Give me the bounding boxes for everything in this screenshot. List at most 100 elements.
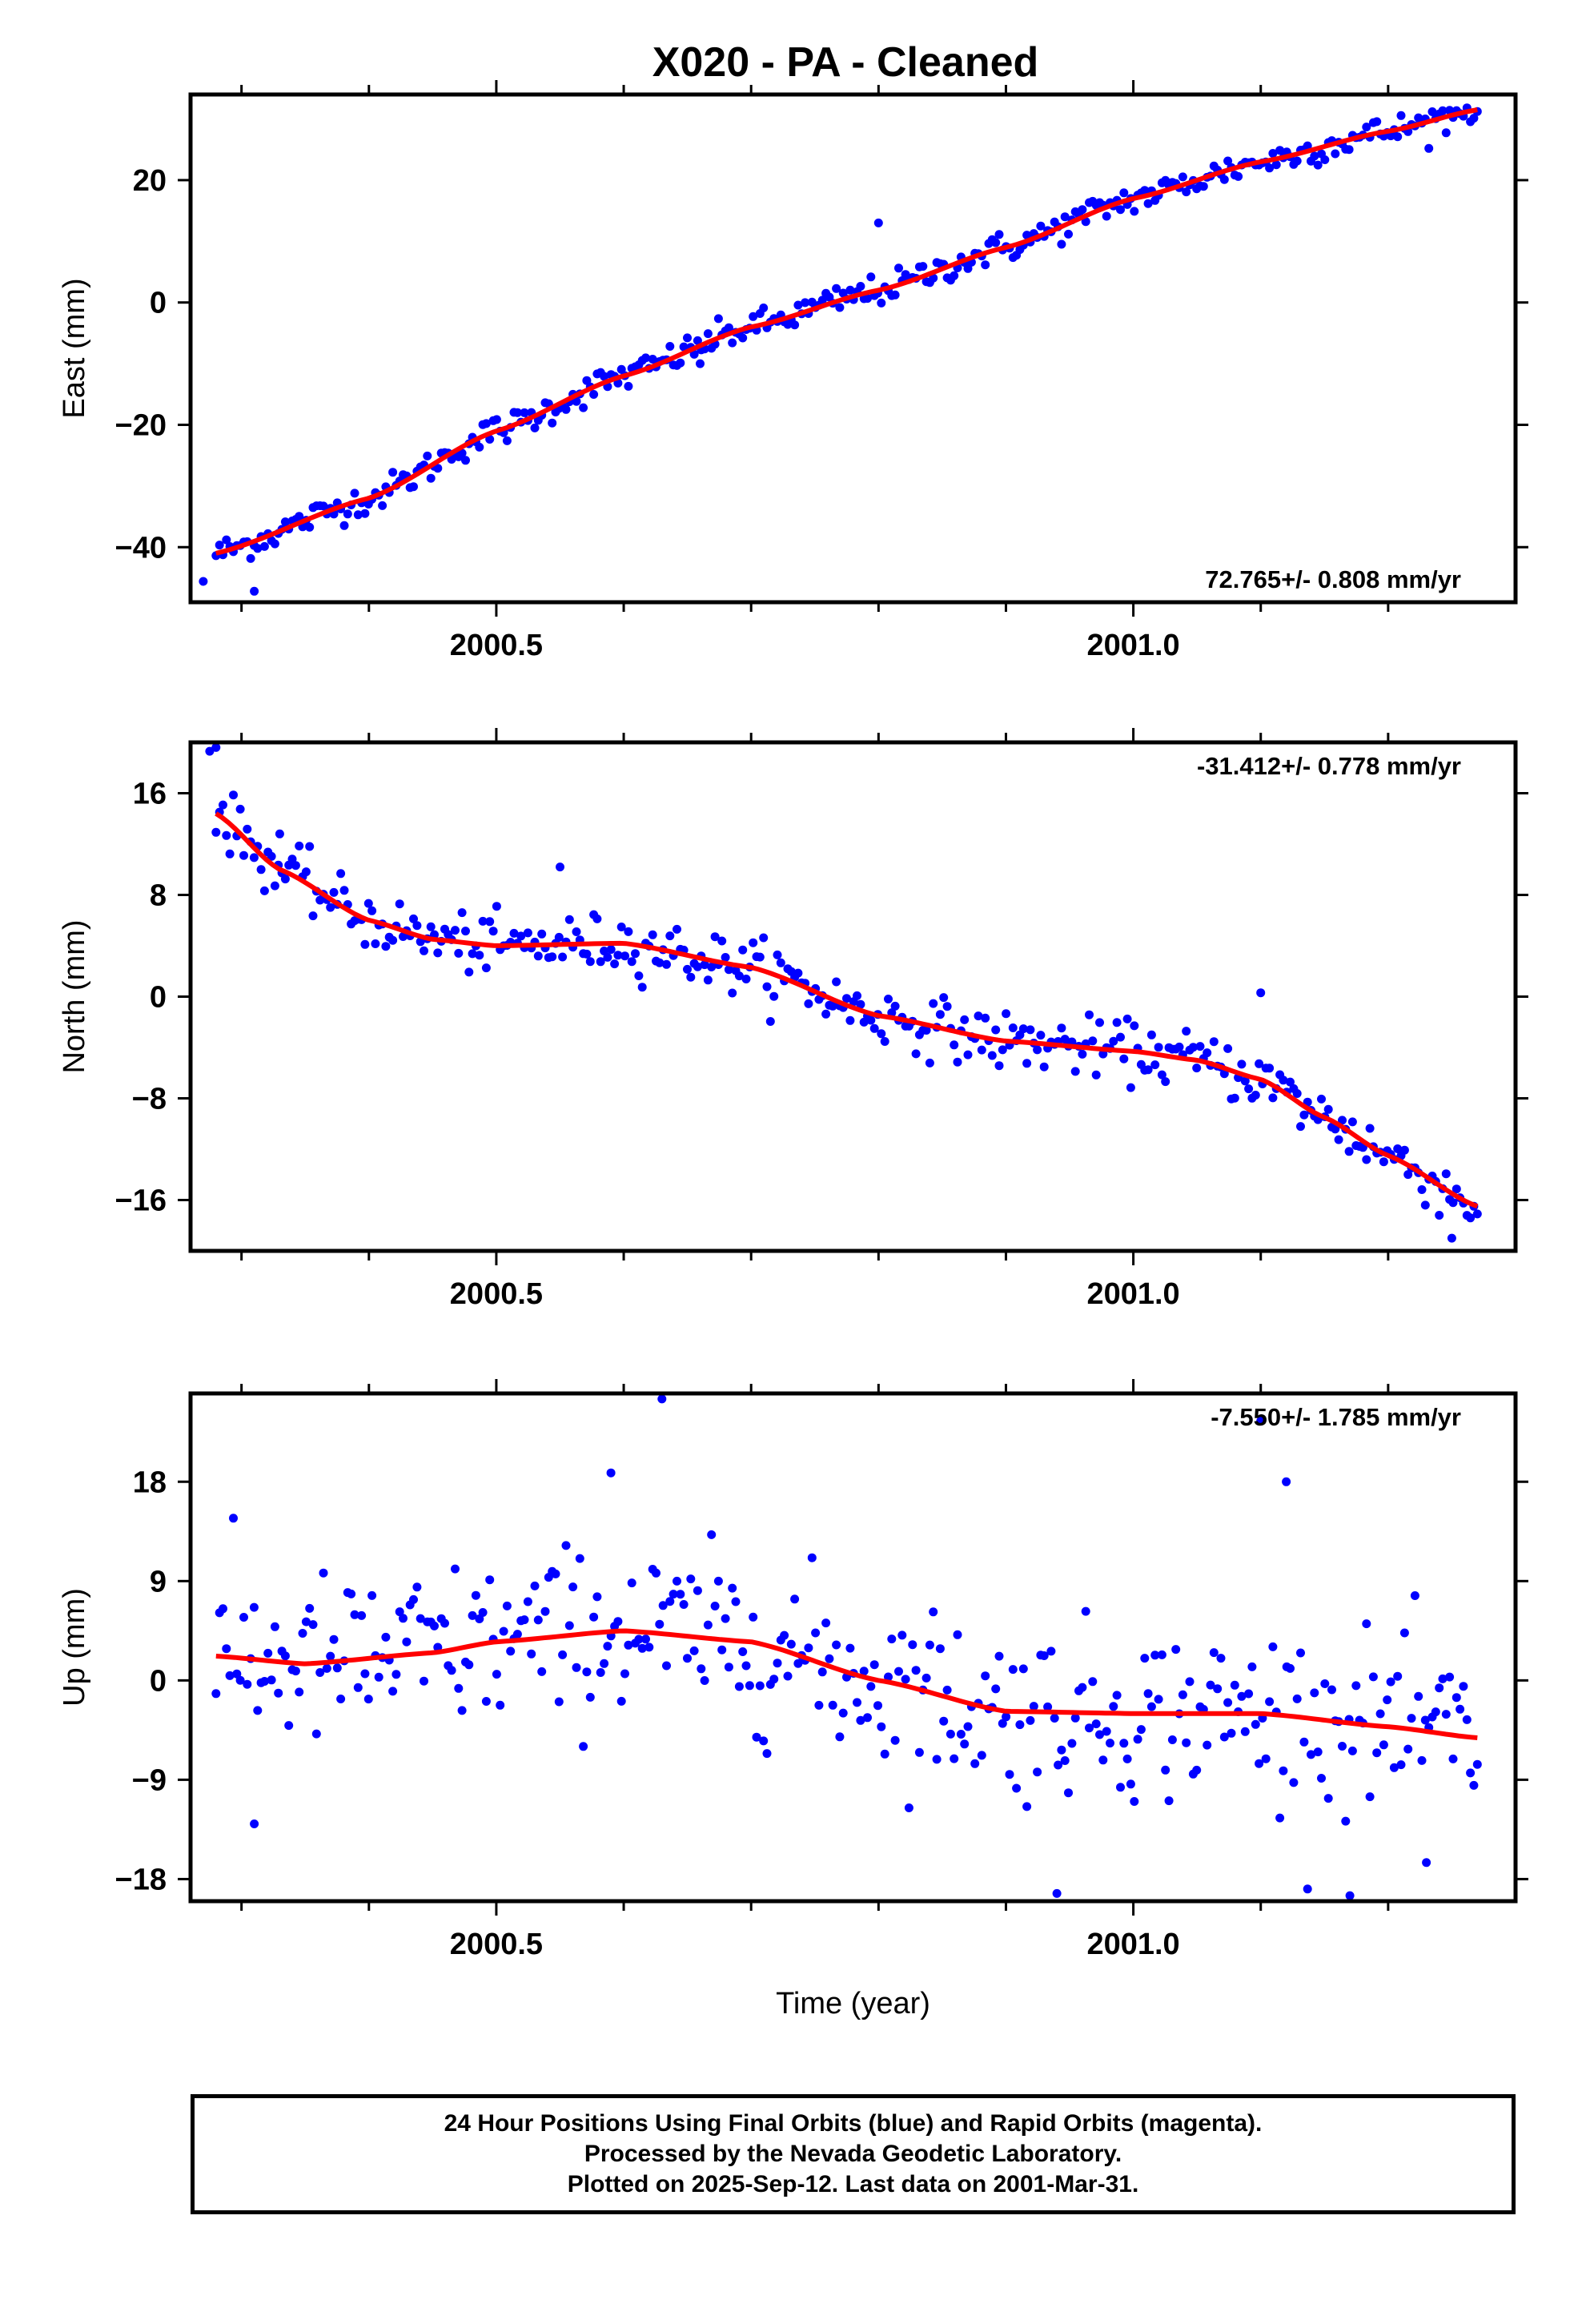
- data-point: [689, 1646, 699, 1655]
- data-point: [1396, 111, 1406, 120]
- data-point: [960, 1015, 970, 1024]
- data-point: [1167, 1735, 1177, 1744]
- chart-title: X020 - PA - Cleaned: [652, 39, 1039, 86]
- data-point: [1102, 211, 1111, 221]
- data-point: [1230, 1093, 1239, 1103]
- data-point: [1192, 1765, 1202, 1775]
- data-point: [350, 489, 359, 498]
- data-point: [1472, 1759, 1482, 1769]
- data-point: [461, 456, 470, 465]
- data-point: [1060, 1035, 1070, 1044]
- data-point: [1154, 1695, 1163, 1704]
- data-point: [1441, 1710, 1451, 1719]
- plot-frame: [188, 1391, 1518, 1904]
- data-point: [644, 1642, 654, 1652]
- data-point: [657, 1394, 667, 1404]
- data-point: [1347, 1117, 1357, 1127]
- data-point: [1292, 1089, 1302, 1098]
- fit-line: [215, 1628, 1478, 1740]
- data-point: [683, 964, 692, 974]
- data-point: [1081, 217, 1090, 227]
- data-point: [683, 333, 692, 343]
- data-point: [280, 875, 290, 884]
- data-point: [1237, 1059, 1247, 1069]
- data-point: [1146, 1030, 1156, 1039]
- data-point: [991, 1025, 1001, 1035]
- data-point: [641, 1634, 650, 1644]
- data-point: [243, 824, 252, 834]
- data-point: [1136, 1725, 1146, 1735]
- data-point: [1251, 1719, 1260, 1729]
- data-point: [918, 262, 928, 271]
- data-point: [246, 553, 255, 563]
- data-point: [464, 967, 474, 977]
- data-point: [558, 1650, 568, 1659]
- data-point: [1182, 187, 1191, 197]
- panel-2: 2000.5 2001.0 16 8 0 −8 −16 North (mm) -31.412+/…: [58, 728, 1528, 1311]
- data-point: [1445, 106, 1455, 115]
- data-point: [1396, 1760, 1406, 1770]
- data-point: [253, 544, 263, 553]
- data-point: [496, 1700, 505, 1710]
- data-point: [734, 971, 744, 981]
- data-point: [703, 975, 713, 985]
- data-point: [1310, 1688, 1319, 1698]
- data-point: [1116, 205, 1125, 215]
- data-point: [724, 965, 733, 975]
- data-point: [1261, 1754, 1271, 1763]
- data-point: [1026, 1025, 1035, 1035]
- data-point: [606, 1468, 616, 1478]
- data-point: [929, 1607, 938, 1617]
- data-point: [1299, 1110, 1309, 1120]
- data-point: [1365, 1792, 1375, 1802]
- data-point: [295, 841, 304, 850]
- data-point: [832, 283, 841, 293]
- data-point: [315, 1668, 325, 1677]
- data-point: [388, 1687, 398, 1696]
- data-point: [1265, 1697, 1275, 1707]
- x-tick-label: 2001.0: [1086, 1277, 1179, 1311]
- data-point: [423, 451, 432, 460]
- data-point: [856, 1715, 865, 1725]
- data-point: [381, 1632, 391, 1642]
- data-point: [755, 952, 765, 962]
- data-point: [1268, 1642, 1278, 1651]
- data-point: [863, 1713, 872, 1723]
- data-point: [319, 501, 328, 511]
- data-point: [828, 1700, 837, 1710]
- data-point: [267, 851, 276, 861]
- data-point: [1410, 1591, 1419, 1600]
- data-point: [832, 1640, 841, 1650]
- data-point: [1320, 1679, 1330, 1688]
- data-point: [1052, 1888, 1062, 1898]
- data-point: [1122, 1014, 1132, 1023]
- data-point: [1393, 1671, 1403, 1681]
- data-point: [485, 435, 495, 444]
- data-point: [589, 390, 599, 399]
- data-point: [835, 303, 845, 312]
- data-point: [790, 320, 800, 330]
- data-point: [402, 1637, 412, 1647]
- y-tick-label: 0: [150, 287, 167, 320]
- data-point: [873, 1701, 882, 1711]
- data-point: [707, 963, 717, 971]
- data-point: [1331, 149, 1340, 159]
- data-point: [582, 1667, 592, 1677]
- data-point: [817, 1667, 827, 1677]
- data-point: [433, 948, 443, 958]
- data-point: [360, 509, 370, 518]
- data-point: [199, 577, 208, 586]
- data-point: [1078, 1683, 1087, 1692]
- data-point: [1255, 1759, 1264, 1768]
- data-point: [738, 945, 748, 955]
- data-point: [1060, 212, 1070, 222]
- data-point: [492, 415, 501, 424]
- data-point: [420, 1676, 428, 1686]
- data-point: [378, 501, 387, 510]
- data-point: [412, 1582, 422, 1592]
- data-point: [724, 323, 733, 332]
- data-point: [603, 952, 612, 962]
- data-point: [853, 1698, 861, 1707]
- data-point: [1033, 1045, 1042, 1055]
- data-point: [1054, 1760, 1063, 1770]
